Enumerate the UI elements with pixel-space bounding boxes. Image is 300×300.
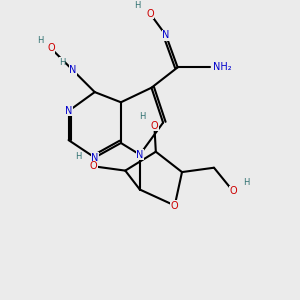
Text: H: H bbox=[37, 36, 43, 45]
Text: O: O bbox=[146, 9, 154, 19]
Text: O: O bbox=[47, 44, 55, 53]
Text: O: O bbox=[151, 121, 158, 130]
Text: H: H bbox=[139, 112, 145, 121]
Text: H: H bbox=[135, 1, 141, 10]
Text: N: N bbox=[65, 106, 72, 116]
Text: O: O bbox=[89, 161, 97, 171]
Text: N: N bbox=[69, 65, 76, 75]
Text: N: N bbox=[91, 152, 98, 163]
Text: H: H bbox=[243, 178, 249, 187]
Text: NH₂: NH₂ bbox=[213, 62, 232, 72]
Text: H: H bbox=[76, 152, 82, 161]
Text: N: N bbox=[162, 30, 170, 40]
Text: O: O bbox=[171, 200, 178, 211]
Text: H: H bbox=[59, 58, 65, 67]
Text: O: O bbox=[229, 186, 237, 196]
Text: N: N bbox=[136, 150, 143, 160]
